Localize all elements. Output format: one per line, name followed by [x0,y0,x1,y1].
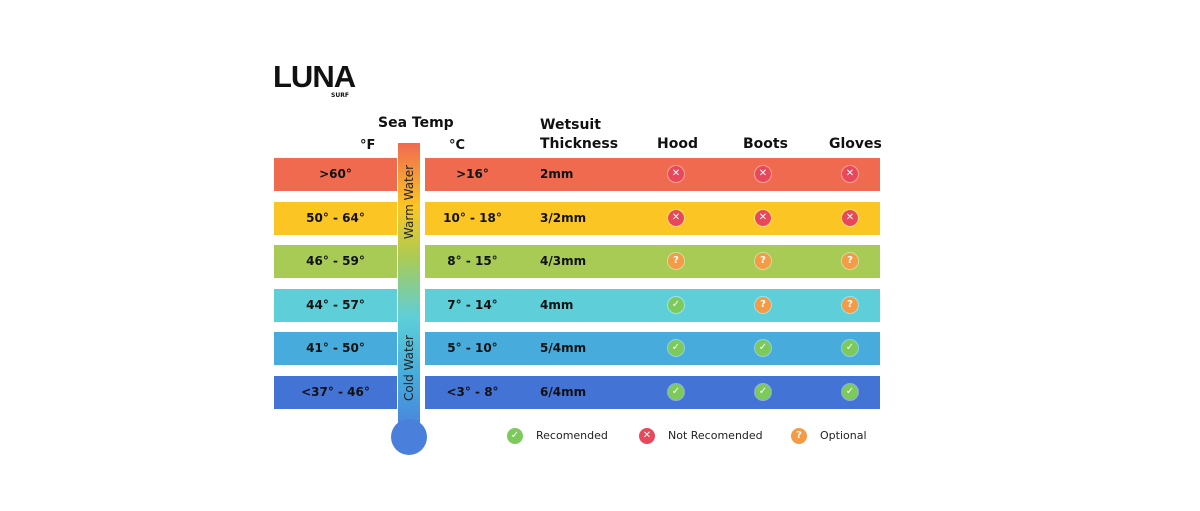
celsius-value: >16° [456,167,489,181]
table-row: 7° - 14° 4mm ✓?? [425,289,880,322]
table-row: 8° - 15° 4/3mm??? [425,245,880,278]
legend-recommended: Recomended [536,429,608,442]
hood-check-icon: ✓ [668,384,684,400]
thickness-value: 5/4mm [540,341,587,355]
celsius-value: 5° - 10° [447,341,498,355]
optional-icon: ? [791,428,807,444]
thickness-header-1: Wetsuit [540,117,601,133]
boots-x-icon: ✕ [755,210,771,226]
fahrenheit-cell: 46° - 59° [274,245,397,278]
hood-check-icon: ✓ [668,297,684,313]
cold-water-label: Cold Water [402,335,416,401]
warm-water-label: Warm Water [402,164,416,240]
table-row: <3° - 8° 6/4mm ✓ ✓ ✓ [425,376,880,409]
hood-x-icon: ✕ [668,210,684,226]
gloves-header: Gloves [829,136,882,152]
thermometer [398,143,420,433]
sea-temp-header: Sea Temp [378,115,454,131]
not-recommended-icon: ✕ [639,428,655,444]
celsius-header: °C [449,138,466,153]
celsius-value: <3° - 8° [446,385,499,399]
fahrenheit-value: >60° [319,167,352,181]
thickness-value: 2mm [540,167,574,181]
hood-x-icon: ✕ [668,166,684,182]
fahrenheit-value: 41° - 50° [306,341,365,355]
thickness-value: 4mm [540,298,574,312]
fahrenheit-value: 44° - 57° [306,298,365,312]
thickness-value: 4/3mm [540,254,587,268]
boots-question-icon: ? [755,253,771,269]
legend-not-recommended: Not Recomended [668,429,763,442]
boots-header: Boots [743,136,788,152]
luna-logo: LUNA [273,59,356,94]
celsius-value: 7° - 14° [447,298,498,312]
gloves-check-icon: ✓ [842,384,858,400]
gloves-question-icon: ? [842,297,858,313]
boots-check-icon: ✓ [755,384,771,400]
fahrenheit-header: °F [360,138,376,153]
boots-x-icon: ✕ [755,166,771,182]
logo-sub: SURF [331,92,349,99]
hood-header: Hood [657,136,698,152]
boots-check-icon: ✓ [755,340,771,356]
fahrenheit-cell: <37° - 46° [274,376,397,409]
gloves-question-icon: ? [842,253,858,269]
thickness-value: 3/2mm [540,211,587,225]
recommended-icon: ✓ [507,428,523,444]
table-row: >16° 2mm ✕ ✕ ✕ [425,158,880,191]
fahrenheit-value: <37° - 46° [301,385,370,399]
thickness-value: 6/4mm [540,385,587,399]
fahrenheit-cell: 44° - 57° [274,289,397,322]
fahrenheit-cell: >60° [274,158,397,191]
celsius-value: 8° - 15° [447,254,498,268]
fahrenheit-value: 50° - 64° [306,211,365,225]
gloves-x-icon: ✕ [842,166,858,182]
table-row: 10° - 18° 3/2mm ✕ ✕ ✕ [425,202,880,235]
legend-optional: Optional [820,429,867,442]
table-row: 5° - 10° 5/4mm ✓ ✓ ✓ [425,332,880,365]
hood-question-icon: ? [668,253,684,269]
thickness-header-2: Thickness [540,136,619,152]
fahrenheit-cell: 41° - 50° [274,332,397,365]
celsius-value: 10° - 18° [443,211,502,225]
gloves-check-icon: ✓ [842,340,858,356]
fahrenheit-value: 46° - 59° [306,254,365,268]
gloves-x-icon: ✕ [842,210,858,226]
boots-question-icon: ? [755,297,771,313]
fahrenheit-cell: 50° - 64° [274,202,397,235]
hood-check-icon: ✓ [668,340,684,356]
thermometer-bulb [391,419,427,455]
